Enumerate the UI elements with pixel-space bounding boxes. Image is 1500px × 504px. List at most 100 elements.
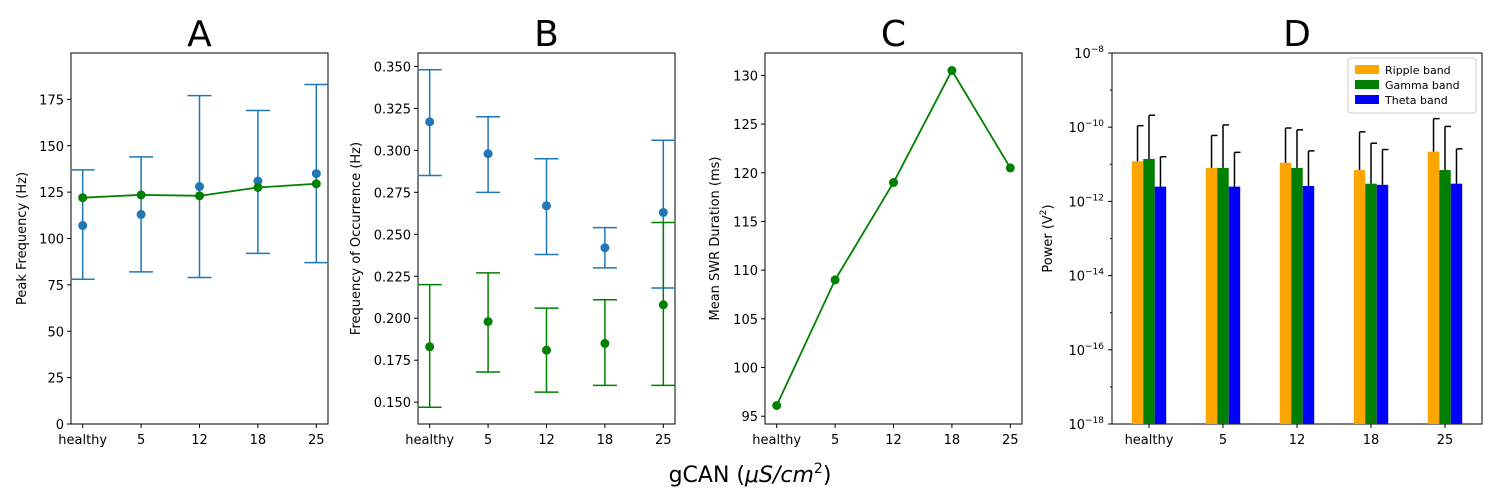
x-tick-label: healthy	[405, 433, 454, 448]
panel-title: A	[187, 14, 212, 55]
x-tick-label: healthy	[1125, 433, 1174, 448]
figure-xlabel-suffix: )	[823, 463, 832, 488]
data-point	[658, 300, 668, 310]
y-tick-label: 100	[39, 233, 64, 248]
y-tick-label: 175	[39, 93, 64, 108]
y-axis-label: Peak Frequency (Hz)	[15, 172, 30, 305]
legend-swatch	[1355, 80, 1379, 89]
x-tick-label: 18	[944, 433, 961, 448]
x-tick-label: 25	[1437, 433, 1454, 448]
data-point	[195, 182, 204, 192]
bar	[1353, 170, 1366, 424]
data-point	[483, 149, 493, 159]
y-tick-label: 0.150	[374, 396, 411, 411]
x-tick-label: healthy	[752, 433, 801, 448]
panel-d: D 10−18 10−16 10−14 10−12 10−10 10−8 healthy 5 12…	[1039, 14, 1483, 448]
bar	[1291, 167, 1303, 424]
y-tick-label: 150	[39, 140, 64, 155]
y-axis-label: Mean SWR Duration (ms)	[708, 157, 723, 321]
bar	[1143, 158, 1155, 424]
legend-label: Gamma band	[1385, 79, 1460, 92]
bar	[1302, 186, 1315, 424]
data-point	[311, 169, 321, 179]
x-tick-label: 12	[538, 433, 555, 448]
figure-xlabel: gCAN (μS/cm2)	[669, 461, 832, 488]
legend-swatch	[1355, 95, 1379, 104]
data-point	[253, 182, 263, 192]
data-point	[78, 193, 88, 203]
y-tick-label: 10−10	[1068, 119, 1104, 136]
figure-xlabel-math: μS/cm	[744, 463, 814, 488]
y-tick-label: 105	[733, 313, 758, 328]
y-tick-label: 0.175	[374, 354, 411, 369]
x-tick-label: healthy	[58, 433, 107, 448]
data-point	[772, 400, 782, 410]
x-tick-label: 5	[484, 433, 492, 448]
bar	[1131, 161, 1144, 425]
y-tick-label: 120	[733, 167, 758, 182]
data-point	[253, 176, 263, 186]
bar	[1279, 162, 1292, 424]
y-tick-label: 10−8	[1074, 45, 1104, 62]
x-tick-label: 5	[831, 433, 839, 448]
bar	[1427, 151, 1440, 424]
legend-swatch	[1355, 65, 1379, 74]
figure-xlabel-prefix: gCAN (	[669, 463, 745, 488]
x-tick-label: 18	[597, 433, 614, 448]
bar	[1154, 186, 1167, 424]
legend-label: Ripple band	[1385, 64, 1451, 77]
y-tick-label: 10−16	[1068, 342, 1104, 359]
data-point	[658, 207, 668, 217]
bar	[1205, 167, 1218, 424]
y-tick-label: 25	[47, 372, 64, 387]
y-tick-label: 100	[733, 362, 758, 377]
y-tick-label: 130	[733, 69, 758, 84]
legend	[1347, 57, 1477, 114]
x-tick-label: 5	[137, 433, 145, 448]
x-tick-label: 25	[655, 433, 672, 448]
data-point	[542, 345, 551, 355]
x-tick-label: 12	[1289, 433, 1306, 448]
y-axis-label: Frequency of Occurrence (Hz)	[349, 142, 364, 335]
data-point	[136, 190, 146, 200]
data-point	[195, 191, 204, 201]
data-point	[947, 66, 957, 76]
y-tick-label: 0.350	[374, 60, 411, 75]
panel-title: B	[534, 14, 559, 55]
data-point	[483, 317, 493, 327]
y-tick-label: 75	[47, 279, 64, 294]
data-point	[830, 275, 840, 285]
y-tick-label: 0.225	[374, 270, 411, 285]
panel-title: C	[881, 14, 906, 55]
bar	[1217, 167, 1229, 424]
data-point	[311, 179, 321, 189]
y-tick-label: 0.300	[374, 144, 411, 159]
data-point	[1005, 163, 1015, 173]
bar	[1439, 170, 1451, 424]
y-tick-label: 125	[733, 118, 758, 133]
bar	[1450, 183, 1463, 424]
series-line	[775, 68, 1012, 406]
panel-c: C 95 100 105 110 115 120 125 130 healthy 5 12 18 25 Me…	[708, 14, 1023, 448]
y-tick-label: 110	[733, 264, 758, 279]
bar	[1228, 186, 1241, 424]
y-tick-label: 0	[56, 418, 64, 433]
y-tick-label: 0.325	[374, 102, 411, 117]
y-tick-label: 50	[47, 325, 64, 340]
legend-label: Theta band	[1384, 94, 1448, 107]
x-tick-label: 18	[1363, 433, 1380, 448]
x-tick-label: 25	[308, 433, 325, 448]
bar	[1365, 183, 1377, 424]
y-tick-label: 0.275	[374, 186, 411, 201]
plot-frame	[764, 52, 1023, 425]
y-tick-label: 95	[741, 410, 758, 425]
data-point	[542, 201, 551, 211]
figure-xlabel-exp: 2	[814, 461, 823, 477]
x-tick-label: 18	[250, 433, 267, 448]
panel-a: A 0 25 50 75 100 125 150 175 healthy 5 12 18 25 Peak F…	[15, 14, 329, 448]
data-point	[425, 342, 435, 352]
x-tick-label: 25	[1002, 433, 1019, 448]
x-tick-label: 12	[191, 433, 208, 448]
